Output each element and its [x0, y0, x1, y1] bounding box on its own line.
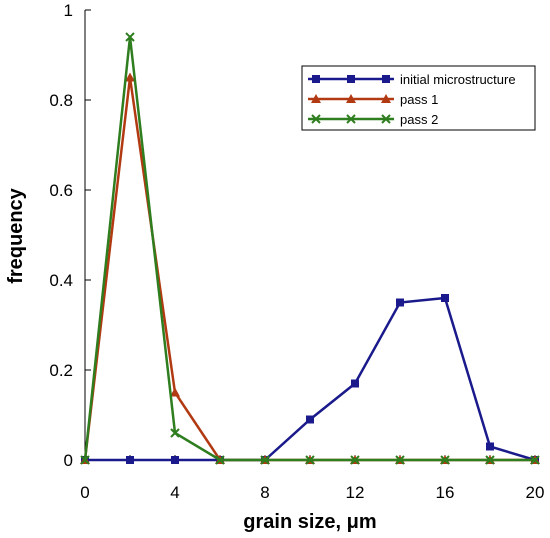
legend-marker: [381, 94, 391, 103]
legend-marker: [311, 94, 321, 103]
data-point: [125, 72, 135, 82]
data-point: [441, 294, 449, 302]
legend-label: pass 2: [400, 112, 438, 127]
data-point: [485, 455, 495, 465]
data-point: [260, 455, 270, 465]
legend-label: pass 1: [400, 92, 438, 107]
legend-marker: [311, 114, 321, 124]
y-tick-label: 0.8: [49, 91, 73, 110]
data-point: [125, 32, 135, 42]
legend-item: initial microstructure: [308, 72, 516, 87]
legend-marker: [347, 75, 355, 83]
data-point: [170, 387, 180, 397]
legend-marker: [346, 94, 356, 103]
legend-marker: [312, 75, 320, 83]
data-point: [440, 455, 450, 465]
x-tick-label: 16: [436, 483, 455, 502]
y-tick-label: 0.2: [49, 361, 73, 380]
data-point: [170, 428, 180, 438]
data-point: [215, 455, 225, 465]
series-1: [81, 294, 539, 464]
data-point: [305, 455, 315, 465]
y-tick-label: 0.6: [49, 181, 73, 200]
y-tick-label: 0: [64, 451, 73, 470]
y-tick-label: 1: [64, 1, 73, 20]
data-point: [351, 379, 359, 388]
legend-label: initial microstructure: [400, 72, 516, 87]
y-tick-label: 0.4: [49, 271, 73, 290]
series-line: [85, 296, 536, 462]
x-axis-title: grain size, μm: [243, 511, 376, 533]
data-point: [530, 455, 540, 465]
legend-marker: [382, 75, 390, 83]
series-layer: [80, 32, 540, 465]
data-point: [486, 442, 494, 451]
series-3: [80, 32, 540, 465]
data-point: [171, 456, 179, 464]
legend-marker: [381, 114, 391, 124]
x-tick-label: 4: [170, 483, 179, 502]
data-point: [350, 455, 360, 465]
x-tick-label: 0: [80, 483, 89, 502]
legend: initial microstructure pass 1 pass 2: [301, 65, 536, 131]
legend-item: pass 1: [308, 92, 438, 107]
x-tick-label: 8: [260, 483, 269, 502]
legend-item: pass 2: [308, 112, 438, 127]
data-point: [396, 298, 404, 307]
legend-marker: [346, 114, 356, 124]
x-tick-label: 20: [526, 483, 545, 502]
data-point: [395, 455, 405, 465]
y-axis-title: frequency: [5, 187, 27, 283]
series-line: [83, 77, 535, 462]
data-point: [306, 415, 314, 424]
data-point: [126, 456, 134, 464]
data-point: [80, 455, 90, 465]
x-tick-label: 12: [346, 483, 365, 502]
series-2: [80, 72, 540, 464]
